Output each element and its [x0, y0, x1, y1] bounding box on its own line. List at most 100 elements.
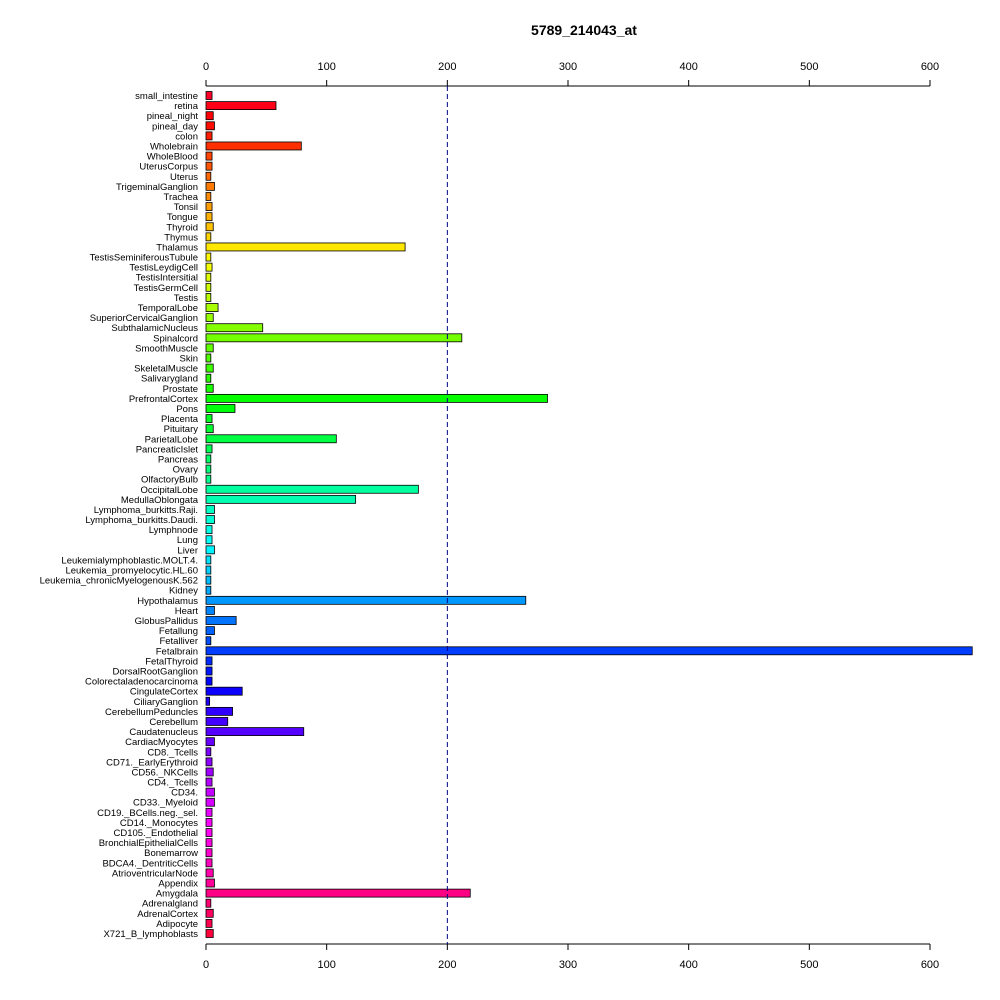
bar: [205, 828, 213, 837]
category-labels: small_intestineretinapineal_nightpineal_…: [40, 91, 199, 940]
category-label: TestisSeminiferousTubule: [90, 253, 198, 264]
category-label: Heart: [175, 606, 199, 617]
bar: [205, 898, 212, 908]
bar: [205, 454, 212, 464]
category-label: CD8._Tcells: [147, 747, 198, 758]
bar: [205, 606, 215, 615]
category-label: Spinalcord: [153, 333, 198, 344]
bottom-axis: 0 100 200 300 400 500 600: [203, 943, 939, 971]
category-label: Cerebellum: [149, 717, 198, 728]
bar: [205, 91, 213, 100]
bar: [205, 393, 548, 403]
bar: [205, 666, 213, 676]
category-label: Lymphnode: [149, 525, 198, 536]
category-label: Skin: [180, 354, 198, 365]
bar: [205, 838, 213, 848]
bar: [205, 797, 215, 807]
bar: [205, 404, 236, 413]
category-label: Thalamus: [156, 242, 198, 253]
bottom-axis-tick-label: 100: [317, 959, 335, 971]
category-label: CD34.: [171, 788, 198, 799]
category-label: CerebellumPeduncles: [105, 707, 198, 718]
category-label: Leukemia_promyelocytic.HL.60: [65, 566, 198, 577]
bar: [205, 565, 212, 575]
bar: [205, 676, 213, 686]
bar: [205, 616, 237, 625]
category-label: Uterus: [170, 172, 198, 183]
category-label: Lymphoma_burkitts.Raji.: [94, 505, 198, 516]
bar: [205, 818, 213, 827]
bar: [205, 858, 213, 868]
bar: [205, 212, 213, 222]
bar: [205, 515, 215, 524]
category-label: Thyroid: [166, 222, 198, 233]
category-label: DorsalRootGanglion: [112, 666, 198, 677]
bar: [205, 353, 212, 363]
bar: [205, 131, 213, 141]
bar: [205, 464, 212, 474]
category-label: CiliaryGanglion: [134, 697, 198, 708]
chart-title: 5789_214043_at: [531, 22, 637, 38]
bar: [205, 545, 215, 555]
bar: [205, 706, 233, 716]
bar: [205, 424, 214, 434]
bar: [205, 333, 463, 343]
category-label: BDCA4._DentriticCells: [102, 858, 198, 869]
top-axis: 0 100 200 300 400 500 600: [203, 61, 939, 87]
bar: [205, 555, 212, 565]
category-label: Amygdala: [156, 889, 199, 900]
category-label: Bonemarrow: [144, 848, 198, 859]
bottom-axis-tick-label: 400: [679, 959, 697, 971]
bar: [205, 807, 213, 817]
bar: [205, 505, 215, 514]
top-axis-tick-label: 0: [203, 61, 209, 73]
top-axis-tick-label: 400: [679, 61, 697, 73]
bar: [205, 575, 212, 585]
bar: [205, 757, 213, 767]
category-label: CardiacMyocytes: [125, 737, 198, 748]
bar: [205, 383, 214, 393]
bar: [205, 444, 213, 454]
bar: [205, 636, 212, 646]
bar: [205, 101, 277, 110]
top-axis-tick-label: 500: [800, 61, 818, 73]
bar: [205, 686, 243, 696]
bar: [205, 202, 213, 211]
category-label: TestisLeydigCell: [129, 263, 198, 274]
bar: [205, 888, 471, 898]
category-label: Fetallung: [159, 626, 198, 637]
bar: [205, 929, 214, 938]
bar: [205, 272, 212, 282]
category-label: Tonsil: [174, 202, 198, 213]
bar: [205, 525, 213, 535]
category-label: OlfactoryBulb: [141, 475, 198, 486]
bar: [205, 535, 213, 545]
category-label: SmoothMuscle: [135, 343, 198, 354]
bar: [205, 111, 214, 121]
bar: [205, 343, 214, 353]
bar: [205, 303, 219, 312]
category-label: Liver: [177, 545, 198, 556]
category-label: Pituitary: [164, 424, 199, 435]
bar: [205, 171, 212, 181]
category-label: OccipitalLobe: [140, 485, 198, 496]
category-label: Trachea: [164, 192, 199, 203]
category-label: Pons: [176, 404, 198, 415]
category-label: Salivarygland: [141, 374, 198, 385]
bar: [205, 595, 527, 605]
bar: [205, 242, 406, 252]
bar: [205, 626, 215, 636]
bar: [205, 192, 212, 201]
category-label: Appendix: [158, 879, 198, 890]
category-label: pineal_night: [147, 111, 199, 122]
top-axis-tick-label: 100: [317, 61, 335, 73]
bar: [205, 313, 214, 323]
category-label: small_intestine: [135, 91, 198, 102]
bar: [205, 585, 212, 595]
category-label: CingulateCortex: [130, 687, 198, 698]
category-label: Leukemialymphoblastic.MOLT.4.: [61, 555, 198, 566]
bar: [205, 908, 214, 918]
category-label: UterusCorpus: [139, 162, 198, 173]
bar: [205, 494, 357, 504]
